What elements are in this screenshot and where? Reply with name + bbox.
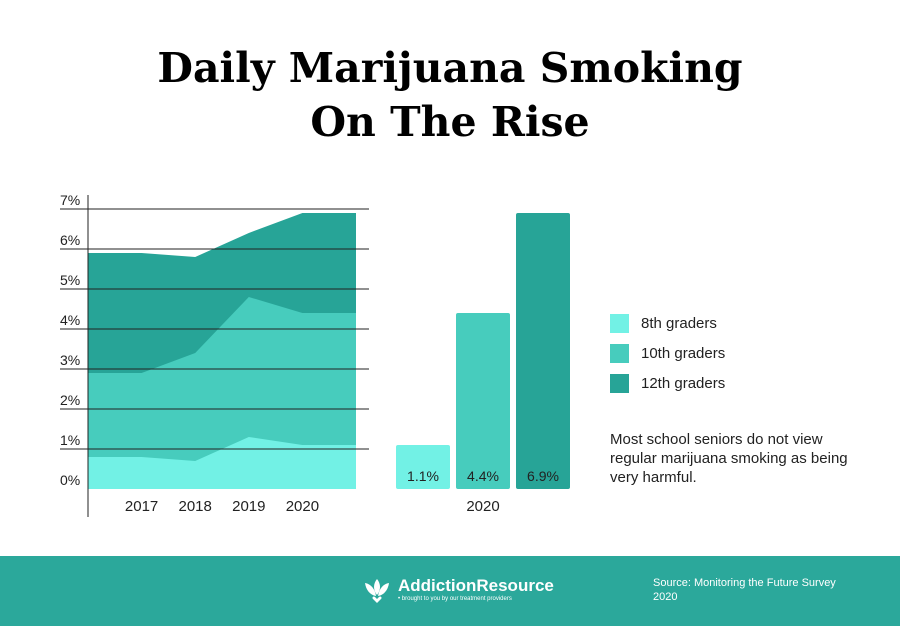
- legend-label-8th: 8th graders: [641, 314, 717, 332]
- legend-swatch-8th: [610, 313, 629, 333]
- legend-item-12th: 12th graders: [610, 368, 725, 398]
- lotus-heart-icon: [365, 579, 389, 603]
- footer-bar: AddictionResource • brought to you by ou…: [0, 556, 900, 626]
- x-tick-label: 2017: [125, 498, 158, 515]
- bar-0: [396, 445, 450, 489]
- bar-1: [456, 313, 510, 489]
- bar-chart: 1.1% 4.4% 6.9% 2020: [396, 213, 570, 515]
- y-tick-label: 5%: [60, 272, 80, 288]
- y-tick-label: 4%: [60, 312, 80, 328]
- y-tick-label: 0%: [60, 472, 80, 488]
- source-credit: Source: Monitoring the Future Survey 202…: [653, 577, 836, 603]
- y-tick-label: 6%: [60, 232, 80, 248]
- page-title-line-1: Daily Marijuana Smoking: [157, 44, 743, 92]
- brand-logo[interactable]: AddictionResource • brought to you by ou…: [362, 576, 554, 604]
- x-tick-label: 2020: [286, 498, 319, 515]
- bar-value-label: 6.9%: [527, 468, 559, 484]
- legend-label-12th: 12th graders: [641, 374, 726, 392]
- legend-swatch-12th: [610, 373, 629, 393]
- bar-value-label: 4.4%: [467, 468, 499, 484]
- legend-item-8th: 8th graders: [610, 308, 725, 338]
- legend-label-10th: 10th graders: [641, 344, 726, 362]
- y-tick-label: 7%: [60, 192, 80, 208]
- y-tick-label: 1%: [60, 432, 80, 448]
- bar-2: [516, 213, 570, 489]
- bar-category-label: 2020: [466, 498, 499, 515]
- chart-note: Most school seniors do not view regular …: [610, 431, 848, 486]
- x-tick-label: 2018: [179, 498, 212, 515]
- y-tick-label: 3%: [60, 352, 80, 368]
- area-chart: 0% 1% 2% 3% 4% 5% 6% 7% 2017 2018 2019 2020: [60, 192, 369, 517]
- chart-canvas: 0% 1% 2% 3% 4% 5% 6% 7% 2017 2018 2019 2020 1.1% 4.4…: [60, 192, 570, 517]
- x-tick-label: 2019: [232, 498, 265, 515]
- y-tick-label: 2%: [60, 392, 80, 408]
- area-series-0: [88, 437, 356, 489]
- page-title-line-2: On The Rise: [310, 98, 590, 146]
- area-series-1: [88, 297, 356, 489]
- brand-tagline: • brought to you by our treatment provid…: [398, 596, 512, 602]
- legend-item-10th: 10th graders: [610, 338, 725, 368]
- brand-name: AddictionResource: [398, 576, 554, 595]
- chart-legend: 8th graders 10th graders 12th graders: [610, 308, 725, 398]
- legend-swatch-10th: [610, 343, 629, 363]
- bar-value-label: 1.1%: [407, 468, 439, 484]
